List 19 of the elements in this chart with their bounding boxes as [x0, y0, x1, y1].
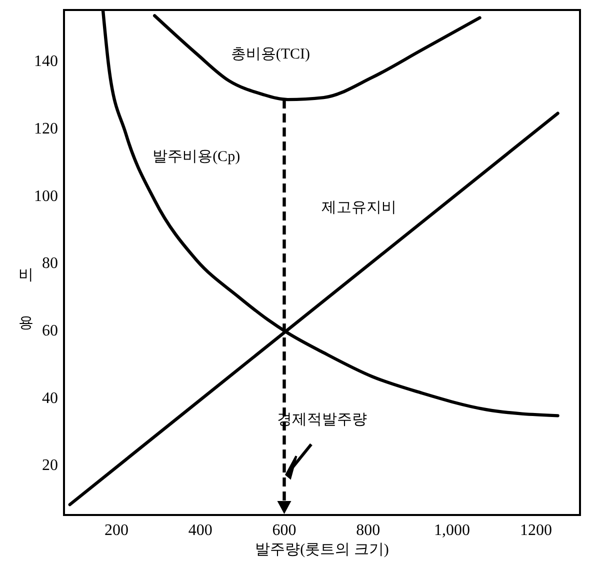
series-label: 총비용(TCI)	[230, 46, 310, 63]
x-axis-title: 발주량(롯트의 크기)	[255, 542, 389, 558]
x-tick-label: 400	[188, 522, 212, 539]
y-tick-label: 140	[34, 53, 58, 70]
series-label: 제고유지비	[322, 200, 397, 216]
y-tick-label: 80	[42, 255, 58, 272]
x-tick-label: 800	[356, 522, 380, 539]
x-tick-label: 200	[104, 522, 128, 539]
x-tick-label: 1200	[520, 522, 552, 539]
y-tick-label: 60	[42, 322, 58, 340]
x-tick-label: 600	[272, 522, 296, 539]
series-label: 발주비용(Cp)	[152, 149, 240, 166]
x-tick-label: 1,000	[434, 522, 470, 539]
y-tick-label: 40	[42, 390, 58, 407]
text: 비용	[18, 267, 34, 332]
y-tick-label: 20	[42, 457, 58, 474]
y-tick-label: 120	[34, 120, 58, 138]
y-tick-label: 100	[34, 188, 58, 205]
ref-line-label: 경제적발주량	[277, 412, 368, 428]
